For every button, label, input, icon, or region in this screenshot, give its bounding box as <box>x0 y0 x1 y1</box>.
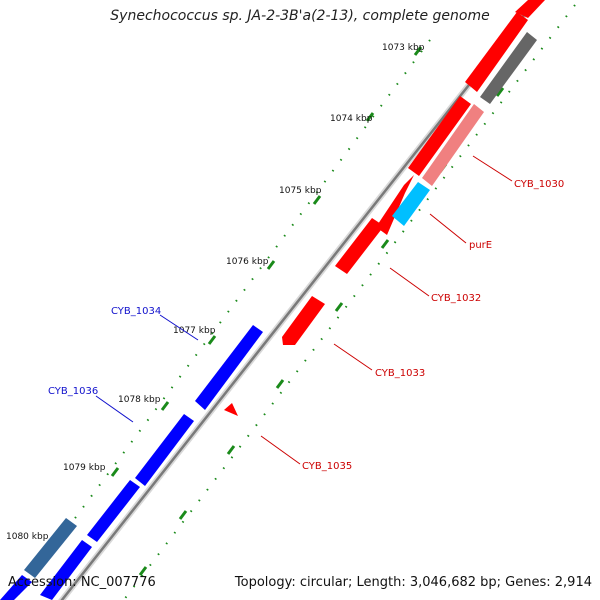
gene-arrow-cyb1034 <box>195 325 263 410</box>
gene-arrow-reverse <box>135 414 194 486</box>
major-tick <box>266 260 276 270</box>
major-tick <box>207 335 217 345</box>
gene-label-cyb1030: CYB_1030 <box>514 179 564 190</box>
kbp-label: 1079 kbp <box>63 463 106 473</box>
major-tick <box>312 195 322 205</box>
kbp-label: 1074 kbp <box>330 114 373 124</box>
tick-track-inner <box>122 4 576 600</box>
gene-arrow-forward <box>422 104 484 186</box>
kbp-label: 1077 kbp <box>173 326 216 336</box>
gene-arrow-cyb1032 <box>335 218 384 274</box>
major-tick <box>160 401 170 411</box>
gene-arrow-forward <box>515 0 545 18</box>
accession-text: Accession: NC_007776 <box>8 575 156 590</box>
gene-arrow-reverse <box>40 540 92 600</box>
genome-summary: Topology: circular; Length: 3,046,682 bp… <box>234 575 592 590</box>
gene-arrow-pseudo <box>24 518 77 578</box>
gene-label-pure: purE <box>469 240 492 251</box>
major-tick <box>110 467 120 477</box>
kbp-label: 1080 kbp <box>6 532 49 542</box>
gene-arrow-cyb1033 <box>282 296 325 345</box>
kbp-label: 1076 kbp <box>226 257 269 267</box>
gene-label-cyb1033: CYB_1033 <box>375 368 425 379</box>
gene-arrow-cyb1035 <box>224 403 238 416</box>
kbp-labels: 1073 kbp 1074 kbp 1075 kbp 1076 kbp 1077… <box>6 43 425 542</box>
gene-label-cyb1032: CYB_1032 <box>431 293 481 304</box>
gene-label-cyb1034: CYB_1034 <box>111 306 161 317</box>
map-title: Synechococcus sp. JA-2-3B'a(2-13), compl… <box>110 8 490 24</box>
kbp-label: 1078 kbp <box>118 395 161 405</box>
reverse-genes <box>0 325 263 600</box>
major-tick <box>413 46 423 56</box>
gene-arrow-forward <box>376 175 414 235</box>
gene-labels: CYB_1030 purE CYB_1032 CYB_1033 CYB_1035… <box>48 179 564 472</box>
kbp-label: 1075 kbp <box>279 186 322 196</box>
gene-arrow-forward <box>408 96 471 176</box>
gene-arrow-reverse <box>0 575 32 600</box>
gene-label-cyb1035: CYB_1035 <box>302 461 352 472</box>
forward-genes <box>224 0 545 416</box>
gene-arrow-forward <box>465 12 528 92</box>
gene-arrow-forward <box>480 32 537 104</box>
major-tick <box>365 112 375 122</box>
gene-arrow-purE <box>392 182 430 226</box>
gene-label-cyb1036: CYB_1036 <box>48 386 98 397</box>
gene-arrow-cyb1036 <box>87 480 140 542</box>
kbp-label: 1073 kbp <box>382 43 425 53</box>
label-leaders <box>95 155 513 465</box>
